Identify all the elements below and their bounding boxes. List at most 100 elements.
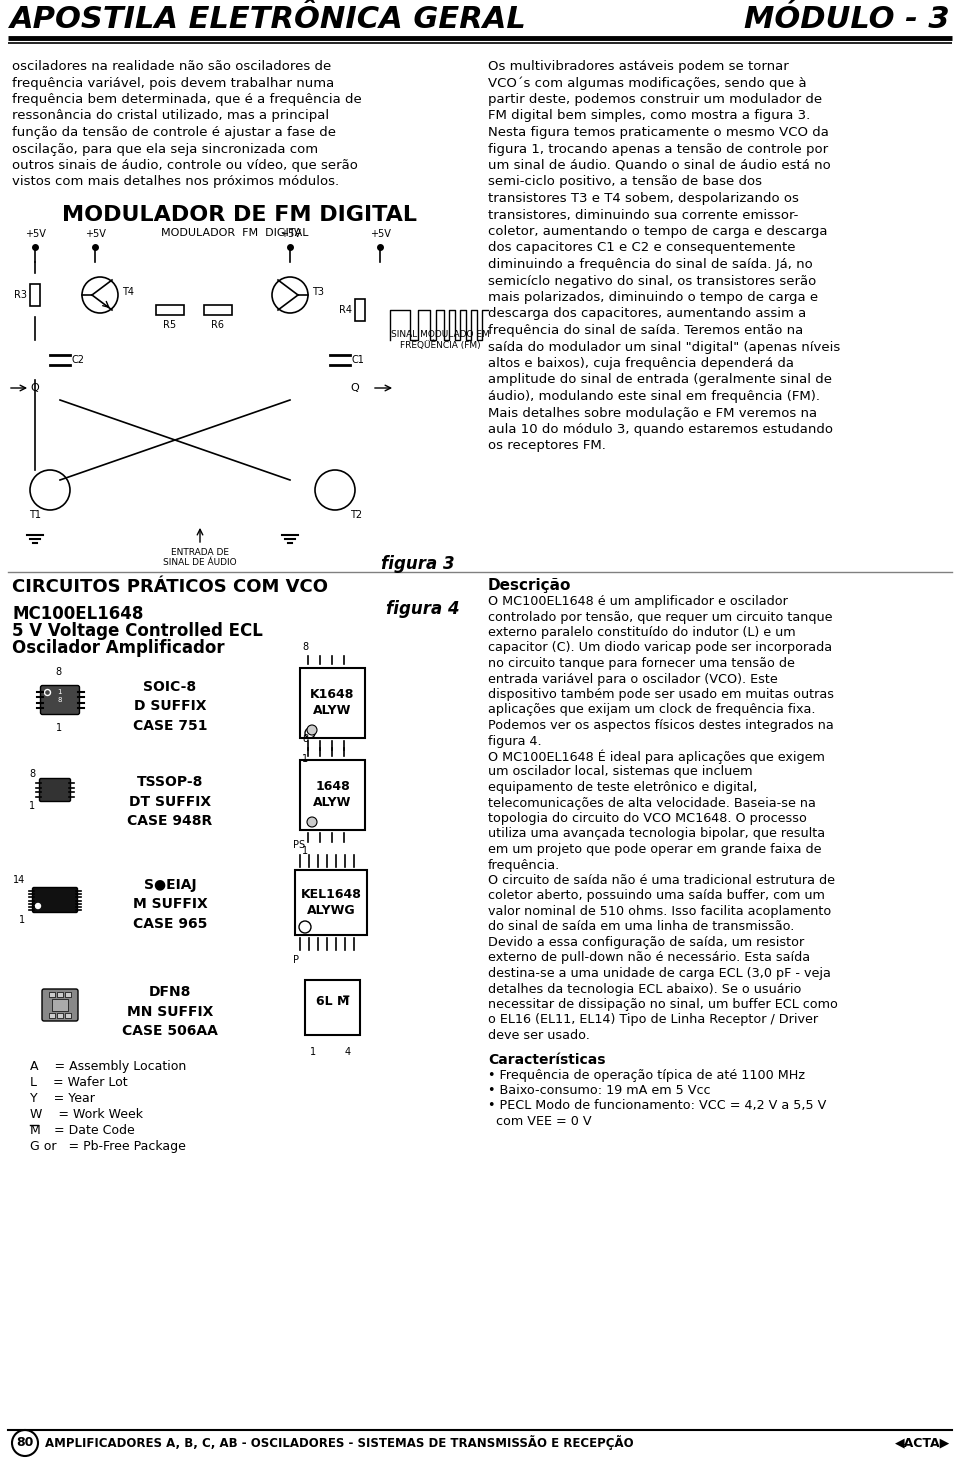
Text: DFN8
MN SUFFIX
CASE 506AA: DFN8 MN SUFFIX CASE 506AA bbox=[122, 985, 218, 1037]
Text: 8: 8 bbox=[302, 733, 308, 744]
Text: SINAL MODULADO EM
FREQÜÊNCIA (FM): SINAL MODULADO EM FREQÜÊNCIA (FM) bbox=[391, 330, 490, 351]
Text: K1648: K1648 bbox=[310, 688, 354, 701]
Circle shape bbox=[12, 1430, 38, 1457]
Text: Oscilador Amplificador: Oscilador Amplificador bbox=[12, 638, 225, 657]
Bar bbox=[204, 305, 232, 316]
Text: aula 10 do módulo 3, quando estaremos estudando: aula 10 do módulo 3, quando estaremos es… bbox=[488, 424, 833, 435]
Text: 8: 8 bbox=[302, 641, 308, 652]
Text: o EL16 (EL11, EL14) Tipo de Linha Receptor / Driver: o EL16 (EL11, EL14) Tipo de Linha Recept… bbox=[488, 1014, 818, 1027]
Text: 1: 1 bbox=[57, 690, 61, 695]
Text: = Date Code: = Date Code bbox=[42, 1124, 134, 1137]
Bar bbox=[65, 992, 71, 996]
Text: deve ser usado.: deve ser usado. bbox=[488, 1029, 589, 1042]
Text: O MC100EL1648 é um amplificador e oscilador: O MC100EL1648 é um amplificador e oscila… bbox=[488, 595, 788, 608]
Text: partir deste, podemos construir um modulador de: partir deste, podemos construir um modul… bbox=[488, 94, 822, 107]
Text: R3: R3 bbox=[14, 289, 27, 300]
Text: 1: 1 bbox=[56, 723, 62, 733]
Text: frequência do sinal de saída. Teremos então na: frequência do sinal de saída. Teremos en… bbox=[488, 324, 804, 337]
Text: • PECL Modo de funcionamento: VCC = 4,2 V a 5,5 V: • PECL Modo de funcionamento: VCC = 4,2 … bbox=[488, 1100, 827, 1112]
Bar bbox=[52, 999, 68, 1011]
Text: no circuito tanque para fornecer uma tensão de: no circuito tanque para fornecer uma ten… bbox=[488, 657, 795, 671]
Text: 1: 1 bbox=[19, 915, 25, 925]
Text: +5V: +5V bbox=[279, 229, 300, 240]
Text: ressonância do cristal utilizado, mas a principal: ressonância do cristal utilizado, mas a … bbox=[12, 110, 329, 123]
Text: Características: Características bbox=[488, 1052, 606, 1067]
Text: R5: R5 bbox=[163, 320, 177, 330]
Text: PS: PS bbox=[293, 840, 305, 850]
Circle shape bbox=[307, 817, 317, 827]
Text: um oscilador local, sistemas que incluem: um oscilador local, sistemas que incluem bbox=[488, 766, 753, 779]
Text: MODULADOR DE FM DIGITAL: MODULADOR DE FM DIGITAL bbox=[62, 205, 418, 225]
Text: P: P bbox=[293, 955, 299, 966]
Text: MC100EL1648: MC100EL1648 bbox=[12, 605, 143, 622]
Text: externo de pull-down não é necessário. Esta saída: externo de pull-down não é necessário. E… bbox=[488, 951, 810, 964]
Text: destina-se a uma unidade de carga ECL (3,0 pF - veja: destina-se a uma unidade de carga ECL (3… bbox=[488, 967, 830, 980]
Text: saída do modulador um sinal "digital" (apenas níveis: saída do modulador um sinal "digital" (a… bbox=[488, 340, 840, 354]
Circle shape bbox=[36, 903, 40, 909]
Text: figura 4: figura 4 bbox=[386, 600, 460, 618]
Text: figura 4.: figura 4. bbox=[488, 735, 541, 748]
Circle shape bbox=[307, 725, 317, 735]
Text: Y    = Year: Y = Year bbox=[30, 1091, 95, 1105]
Text: ALYW: ALYW bbox=[313, 704, 351, 717]
Text: utiliza uma avançada tecnologia bipolar, que resulta: utiliza uma avançada tecnologia bipolar,… bbox=[488, 827, 826, 840]
Text: 6L M̅: 6L M̅ bbox=[316, 995, 349, 1008]
Text: R4: R4 bbox=[339, 305, 352, 316]
Bar bbox=[355, 300, 365, 321]
Text: capacitor (C). Um diodo varicap pode ser incorporada: capacitor (C). Um diodo varicap pode ser… bbox=[488, 641, 832, 655]
Text: aplicações que exijam um clock de frequência fixa.: aplicações que exijam um clock de frequê… bbox=[488, 704, 815, 716]
Text: os receptores FM.: os receptores FM. bbox=[488, 440, 606, 453]
Text: T2: T2 bbox=[350, 510, 362, 520]
Text: vistos com mais detalhes nos próximos módulos.: vistos com mais detalhes nos próximos mó… bbox=[12, 175, 339, 188]
Bar bbox=[65, 1012, 71, 1018]
Text: +5V: +5V bbox=[84, 229, 106, 240]
Bar bbox=[156, 305, 184, 316]
Text: 1: 1 bbox=[302, 846, 308, 856]
Text: osciladores na realidade não são osciladores de: osciladores na realidade não são oscilad… bbox=[12, 60, 331, 73]
Text: Q̄: Q̄ bbox=[31, 383, 39, 393]
Text: • Baixo-consumo: 19 mA em 5 Vcc: • Baixo-consumo: 19 mA em 5 Vcc bbox=[488, 1084, 710, 1097]
Text: O MC100EL1648 É ideal para aplicações que exigem: O MC100EL1648 É ideal para aplicações qu… bbox=[488, 749, 825, 764]
Text: coletor, aumentando o tempo de carga e descarga: coletor, aumentando o tempo de carga e d… bbox=[488, 225, 828, 238]
Text: 8: 8 bbox=[29, 768, 35, 779]
Text: L    = Wafer Lot: L = Wafer Lot bbox=[30, 1075, 128, 1088]
Text: amplitude do sinal de entrada (geralmente sinal de: amplitude do sinal de entrada (geralment… bbox=[488, 374, 832, 387]
Text: entrada variável para o oscilador (VCO). Este: entrada variável para o oscilador (VCO).… bbox=[488, 672, 778, 685]
Text: SOIC-8
D SUFFIX
CASE 751: SOIC-8 D SUFFIX CASE 751 bbox=[132, 679, 207, 733]
Text: Devido a essa configuração de saída, um resistor: Devido a essa configuração de saída, um … bbox=[488, 937, 804, 950]
Text: R6: R6 bbox=[211, 320, 225, 330]
Text: C1: C1 bbox=[352, 355, 365, 365]
Text: semicíclo negativo do sinal, os transistores serão: semicíclo negativo do sinal, os transist… bbox=[488, 275, 816, 288]
Text: 4: 4 bbox=[345, 1048, 351, 1056]
Bar bbox=[49, 1012, 55, 1018]
Text: KEL1648: KEL1648 bbox=[300, 888, 361, 901]
Text: APOSTILA ELETRÔNICA GERAL: APOSTILA ELETRÔNICA GERAL bbox=[10, 4, 527, 34]
Text: Mais detalhes sobre modulação e FM veremos na: Mais detalhes sobre modulação e FM verem… bbox=[488, 406, 817, 419]
Text: +5V: +5V bbox=[370, 229, 391, 240]
Text: altos e baixos), cuja frequência dependerá da: altos e baixos), cuja frequência depende… bbox=[488, 356, 794, 370]
Text: CIRCUITOS PRÁTICOS COM VCO: CIRCUITOS PRÁTICOS COM VCO bbox=[12, 579, 328, 596]
Text: Os multivibradores astáveis podem se tornar: Os multivibradores astáveis podem se tor… bbox=[488, 60, 789, 73]
Text: semi-ciclo positivo, a tensão de base dos: semi-ciclo positivo, a tensão de base do… bbox=[488, 175, 762, 188]
Text: um sinal de áudio. Quando o sinal de áudio está no: um sinal de áudio. Quando o sinal de áud… bbox=[488, 159, 830, 172]
Text: 1: 1 bbox=[310, 1048, 316, 1056]
Text: 8: 8 bbox=[57, 697, 61, 703]
Text: ALYWG: ALYWG bbox=[306, 904, 355, 918]
Text: TSSOP-8
DT SUFFIX
CASE 948R: TSSOP-8 DT SUFFIX CASE 948R bbox=[128, 774, 212, 828]
Text: A    = Assembly Location: A = Assembly Location bbox=[30, 1061, 186, 1072]
Text: • Frequência de operação típica de até 1100 MHz: • Frequência de operação típica de até 1… bbox=[488, 1068, 805, 1081]
FancyBboxPatch shape bbox=[33, 887, 78, 913]
Text: detalhes da tecnologia ECL abaixo). Se o usuário: detalhes da tecnologia ECL abaixo). Se o… bbox=[488, 982, 802, 995]
Text: dos capacitores C1 e C2 e consequentemente: dos capacitores C1 e C2 e consequentemen… bbox=[488, 241, 796, 254]
Text: transistores T3 e T4 sobem, despolarizando os: transistores T3 e T4 sobem, despolarizan… bbox=[488, 191, 799, 205]
Text: Podemos ver os aspectos físicos destes integrados na: Podemos ver os aspectos físicos destes i… bbox=[488, 719, 833, 732]
Text: MÓDULO - 3: MÓDULO - 3 bbox=[744, 4, 950, 34]
Text: S●EIAJ
M SUFFIX
CASE 965: S●EIAJ M SUFFIX CASE 965 bbox=[132, 878, 207, 931]
Text: C2: C2 bbox=[72, 355, 85, 365]
Text: externo paralelo constituído do indutor (L) e um: externo paralelo constituído do indutor … bbox=[488, 625, 796, 638]
Text: frequência variável, pois devem trabalhar numa: frequência variável, pois devem trabalha… bbox=[12, 76, 334, 89]
Text: 1648: 1648 bbox=[315, 780, 349, 793]
Bar bbox=[305, 980, 360, 1034]
Text: 5 V Voltage Controlled ECL: 5 V Voltage Controlled ECL bbox=[12, 622, 263, 640]
Text: com VEE = 0 V: com VEE = 0 V bbox=[488, 1115, 591, 1128]
